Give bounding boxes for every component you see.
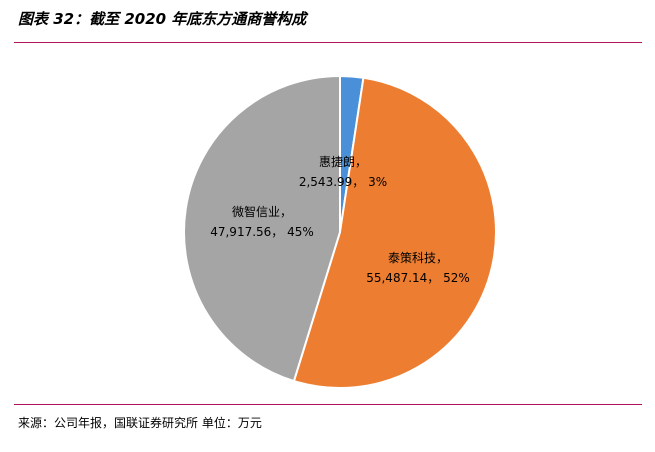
pie-slice-2 [292, 76, 497, 389]
slice-label-name-3: 微智信业， [232, 204, 292, 219]
slice-label-value-3: 47,917.56， 45% [210, 225, 314, 239]
figure-title: 图表 32：截至 2020 年底东方通商誉构成 [18, 10, 307, 28]
slice-label-name-1: 惠捷朗， [319, 155, 367, 169]
source-note: 来源：公司年报，国联证券研究所 单位：万元 [18, 416, 262, 430]
top-divider [14, 42, 642, 43]
bottom-divider [14, 404, 642, 405]
slice-label-value-2: 55,487.14， 52% [366, 271, 470, 285]
slice-label-name-2: 泰策科技， [388, 251, 448, 265]
slice-label-value-1: 2,543.99， 3% [299, 175, 387, 189]
pie-slice-3 [183, 74, 341, 383]
